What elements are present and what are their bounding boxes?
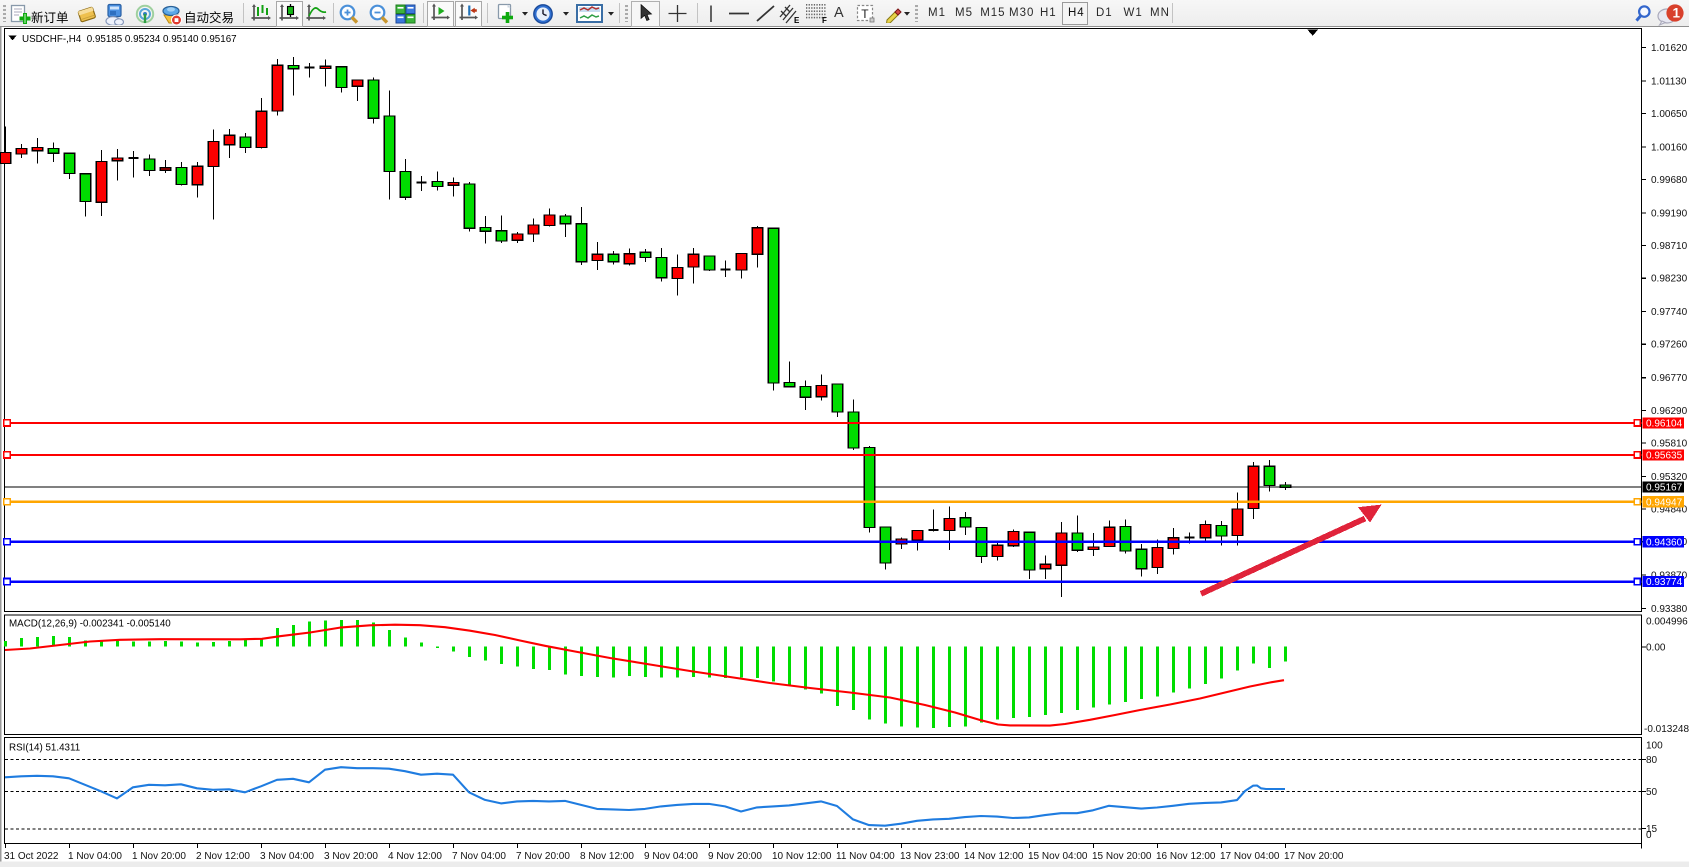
svg-text:0.00: 0.00 bbox=[1646, 642, 1666, 653]
svg-text:1.00650: 1.00650 bbox=[1651, 109, 1688, 120]
svg-text:1.01130: 1.01130 bbox=[1651, 76, 1687, 87]
svg-text:15 Nov 04:00: 15 Nov 04:00 bbox=[1028, 851, 1088, 862]
svg-text:0.99190: 0.99190 bbox=[1651, 208, 1688, 219]
svg-text:15 Nov 20:00: 15 Nov 20:00 bbox=[1092, 851, 1152, 862]
svg-text:RSI(14) 51.4311: RSI(14) 51.4311 bbox=[9, 743, 80, 754]
svg-text:0.94840: 0.94840 bbox=[1651, 505, 1688, 516]
svg-text:1.00160: 1.00160 bbox=[1651, 142, 1688, 153]
svg-text:14 Nov 12:00: 14 Nov 12:00 bbox=[964, 851, 1024, 862]
svg-text:16 Nov 12:00: 16 Nov 12:00 bbox=[1156, 851, 1216, 862]
svg-text:4 Nov 12:00: 4 Nov 12:00 bbox=[388, 851, 442, 862]
svg-text:10 Nov 12:00: 10 Nov 12:00 bbox=[772, 851, 832, 862]
svg-text:17 Nov 04:00: 17 Nov 04:00 bbox=[1220, 851, 1280, 862]
svg-text:11 Nov 04:00: 11 Nov 04:00 bbox=[836, 851, 895, 862]
svg-text:0.94947: 0.94947 bbox=[1646, 497, 1683, 508]
svg-text:1 Nov 20:00: 1 Nov 20:00 bbox=[132, 851, 186, 862]
svg-text:0.93774: 0.93774 bbox=[1646, 577, 1683, 588]
svg-text:100: 100 bbox=[1646, 740, 1663, 751]
svg-text:80: 80 bbox=[1646, 755, 1658, 766]
svg-text:0.94360: 0.94360 bbox=[1646, 537, 1683, 548]
svg-text:0.97260: 0.97260 bbox=[1651, 340, 1688, 351]
svg-text:17 Nov 20:00: 17 Nov 20:00 bbox=[1284, 851, 1344, 862]
svg-text:2 Nov 12:00: 2 Nov 12:00 bbox=[196, 851, 250, 862]
svg-text:0.98710: 0.98710 bbox=[1651, 241, 1688, 252]
svg-text:F: F bbox=[822, 16, 827, 25]
svg-text:7 Nov 04:00: 7 Nov 04:00 bbox=[452, 851, 506, 862]
svg-text:1 Nov 04:00: 1 Nov 04:00 bbox=[68, 851, 122, 862]
svg-text:13 Nov 23:00: 13 Nov 23:00 bbox=[900, 851, 960, 862]
svg-text:9 Nov 04:00: 9 Nov 04:00 bbox=[644, 851, 698, 862]
svg-text:0.95320: 0.95320 bbox=[1651, 472, 1688, 483]
svg-text:E: E bbox=[794, 16, 800, 25]
svg-text:0: 0 bbox=[1646, 830, 1652, 841]
svg-text:31 Oct 2022: 31 Oct 2022 bbox=[4, 851, 59, 862]
svg-text:0.95810: 0.95810 bbox=[1651, 438, 1688, 449]
svg-text:MACD(12,26,9) -0.002341 -0.005: MACD(12,26,9) -0.002341 -0.005140 bbox=[9, 619, 171, 630]
svg-text:T: T bbox=[861, 7, 869, 21]
svg-text:0.98230: 0.98230 bbox=[1651, 274, 1688, 285]
svg-text:-0.013248: -0.013248 bbox=[1644, 724, 1689, 735]
svg-text:15: 15 bbox=[1646, 824, 1658, 835]
svg-text:0.96290: 0.96290 bbox=[1651, 406, 1688, 417]
svg-text:0.004996: 0.004996 bbox=[1646, 616, 1688, 627]
svg-text:1: 1 bbox=[1673, 6, 1681, 21]
svg-text:3 Nov 04:00: 3 Nov 04:00 bbox=[260, 851, 314, 862]
svg-text:0.96104: 0.96104 bbox=[1646, 419, 1683, 430]
svg-text:1.01620: 1.01620 bbox=[1651, 43, 1688, 54]
svg-text:0.95635: 0.95635 bbox=[1646, 451, 1683, 462]
svg-text:50: 50 bbox=[1646, 787, 1658, 798]
svg-text:3 Nov 20:00: 3 Nov 20:00 bbox=[324, 851, 378, 862]
svg-text:0.97740: 0.97740 bbox=[1651, 307, 1688, 318]
svg-text:8 Nov 12:00: 8 Nov 12:00 bbox=[580, 851, 634, 862]
svg-text:USDCHF-,H4 0.95185 0.95234 0.: USDCHF-,H4 0.95185 0.95234 0.95140 0.951… bbox=[22, 34, 237, 45]
svg-text:0.96770: 0.96770 bbox=[1651, 373, 1688, 384]
svg-text:0.93380: 0.93380 bbox=[1651, 604, 1688, 615]
svg-text:0.95167: 0.95167 bbox=[1646, 483, 1683, 494]
svg-text:7 Nov 20:00: 7 Nov 20:00 bbox=[516, 851, 570, 862]
svg-text:0.99680: 0.99680 bbox=[1651, 175, 1688, 186]
svg-text:9 Nov 20:00: 9 Nov 20:00 bbox=[708, 851, 762, 862]
